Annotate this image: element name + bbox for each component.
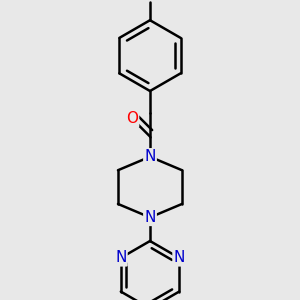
Text: O: O <box>126 111 138 126</box>
Text: N: N <box>144 149 156 164</box>
Text: N: N <box>144 210 156 225</box>
Text: N: N <box>173 250 185 266</box>
Text: N: N <box>115 250 127 266</box>
